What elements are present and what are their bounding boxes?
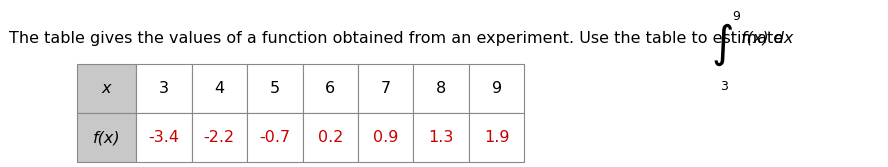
Text: 6: 6	[325, 81, 336, 96]
Text: 9: 9	[492, 81, 502, 96]
FancyBboxPatch shape	[358, 64, 414, 113]
Text: 3: 3	[159, 81, 169, 96]
Text: 0.9: 0.9	[373, 130, 399, 145]
Text: 9: 9	[732, 10, 740, 23]
FancyBboxPatch shape	[192, 64, 247, 113]
Text: f(x) dx: f(x) dx	[741, 31, 793, 46]
Text: x: x	[101, 81, 111, 96]
FancyBboxPatch shape	[414, 64, 469, 113]
Text: The table gives the values of a function obtained from an experiment. Use the ta: The table gives the values of a function…	[9, 31, 783, 46]
FancyBboxPatch shape	[469, 64, 525, 113]
Text: $\int$: $\int$	[710, 21, 733, 67]
Text: -2.2: -2.2	[203, 130, 234, 145]
Text: 0.2: 0.2	[318, 130, 343, 145]
FancyBboxPatch shape	[76, 113, 136, 162]
FancyBboxPatch shape	[303, 113, 358, 162]
FancyBboxPatch shape	[303, 64, 358, 113]
Text: 8: 8	[436, 81, 447, 96]
FancyBboxPatch shape	[247, 113, 303, 162]
FancyBboxPatch shape	[136, 64, 192, 113]
FancyBboxPatch shape	[136, 113, 192, 162]
Text: -0.7: -0.7	[259, 130, 290, 145]
Text: -3.4: -3.4	[148, 130, 179, 145]
Text: 1.3: 1.3	[429, 130, 454, 145]
FancyBboxPatch shape	[358, 113, 414, 162]
Text: 5: 5	[270, 81, 280, 96]
Text: 7: 7	[381, 81, 391, 96]
Text: 4: 4	[214, 81, 225, 96]
FancyBboxPatch shape	[247, 64, 303, 113]
FancyBboxPatch shape	[192, 113, 247, 162]
Text: 3: 3	[720, 80, 728, 93]
FancyBboxPatch shape	[414, 113, 469, 162]
Text: 1.9: 1.9	[484, 130, 510, 145]
FancyBboxPatch shape	[76, 64, 136, 113]
FancyBboxPatch shape	[469, 113, 525, 162]
Text: f(x): f(x)	[92, 130, 120, 145]
